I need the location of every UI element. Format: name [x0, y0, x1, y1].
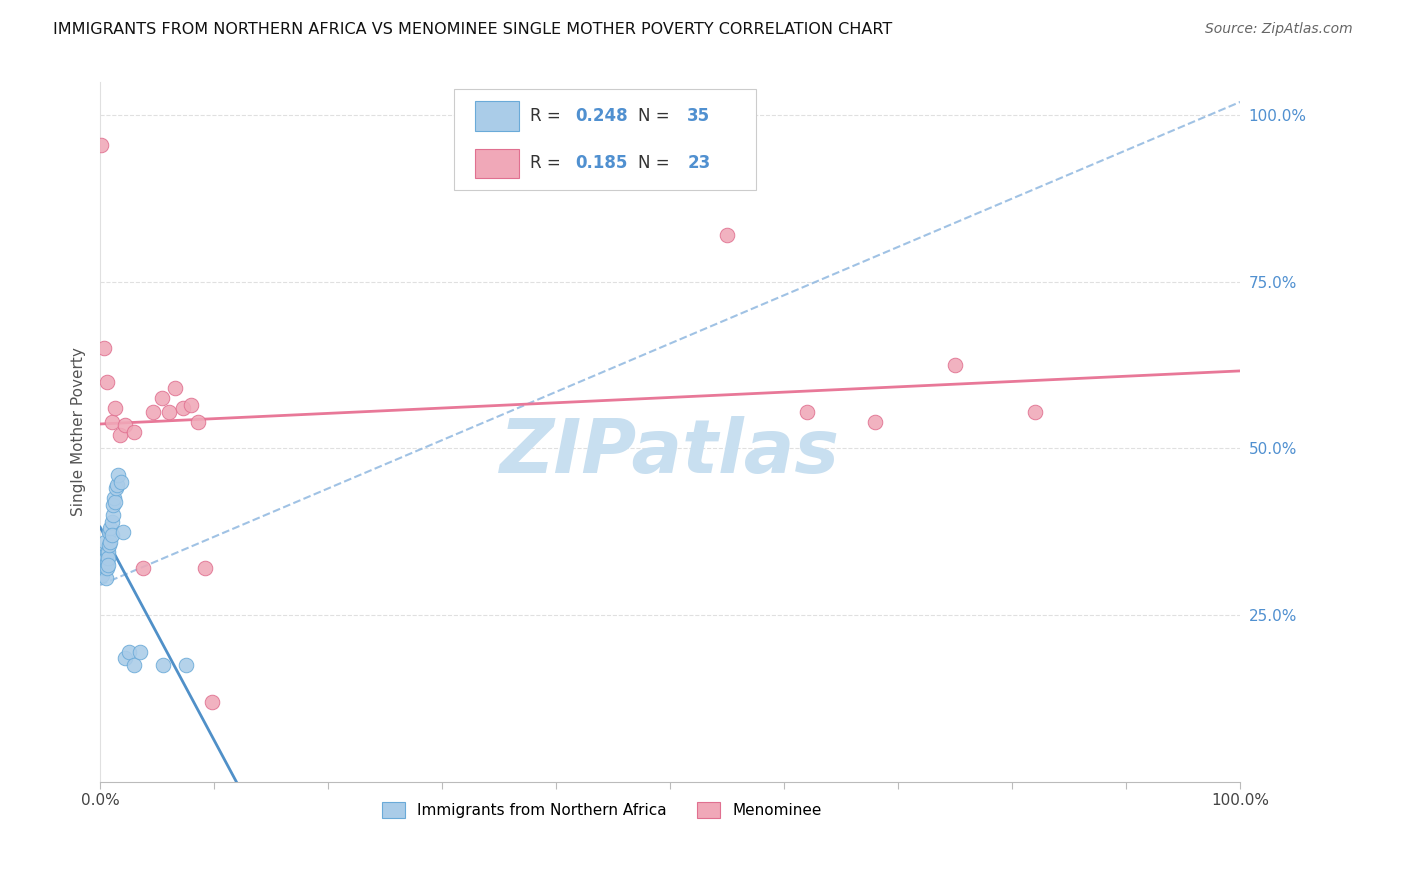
Point: [165, 381, 187, 395]
Text: Source: ZipAtlas.com: Source: ZipAtlas.com: [1205, 22, 1353, 37]
Point: [93, 342, 115, 356]
FancyBboxPatch shape: [475, 149, 519, 178]
Legend: Immigrants from Northern Africa, Menominee: Immigrants from Northern Africa, Menomin…: [375, 796, 828, 824]
FancyBboxPatch shape: [475, 102, 519, 131]
Point: [97, 545, 120, 559]
Point: [100, 528, 122, 542]
Point: [94, 551, 117, 566]
Text: IMMIGRANTS FROM NORTHERN AFRICA VS MENOMINEE SINGLE MOTHER POVERTY CORRELATION C: IMMIGRANTS FROM NORTHERN AFRICA VS MENOM…: [53, 22, 893, 37]
Point: [114, 651, 136, 665]
Point: [157, 405, 180, 419]
Point: [108, 428, 131, 442]
Point: [110, 475, 132, 489]
Text: 0.185: 0.185: [575, 154, 628, 172]
Text: N =: N =: [638, 154, 675, 172]
Point: [93, 561, 115, 575]
Text: 35: 35: [688, 107, 710, 125]
Point: [943, 358, 966, 372]
Point: [101, 508, 124, 522]
Point: [796, 405, 818, 419]
Point: [716, 228, 738, 243]
Point: [94, 571, 117, 585]
Point: [114, 418, 136, 433]
Point: [142, 405, 165, 419]
Point: [129, 645, 152, 659]
Point: [93, 548, 115, 562]
Point: [201, 695, 224, 709]
Text: 23: 23: [688, 154, 710, 172]
Point: [101, 498, 124, 512]
Point: [104, 495, 127, 509]
Point: [105, 482, 128, 496]
Point: [94, 561, 117, 575]
Text: N =: N =: [638, 107, 675, 125]
Point: [132, 561, 155, 575]
FancyBboxPatch shape: [454, 89, 756, 190]
Point: [100, 534, 122, 549]
Point: [93, 555, 115, 569]
Point: [187, 415, 209, 429]
Point: [103, 491, 125, 506]
Point: [97, 551, 120, 566]
Point: [90, 138, 112, 153]
Point: [96, 545, 118, 559]
Point: [100, 521, 122, 535]
Point: [172, 401, 194, 416]
Point: [111, 524, 134, 539]
Point: [1024, 405, 1046, 419]
Point: [150, 392, 173, 406]
Point: [98, 524, 121, 539]
Point: [107, 468, 129, 483]
Y-axis label: Single Mother Poverty: Single Mother Poverty: [72, 347, 86, 516]
Point: [180, 398, 202, 412]
Point: [174, 658, 197, 673]
Text: R =: R =: [530, 107, 567, 125]
Text: 0.248: 0.248: [575, 107, 628, 125]
Point: [100, 415, 122, 429]
Point: [865, 415, 887, 429]
Point: [104, 401, 127, 416]
Point: [98, 538, 121, 552]
Point: [100, 515, 122, 529]
Point: [93, 534, 115, 549]
Point: [124, 425, 146, 439]
Text: R =: R =: [530, 154, 567, 172]
Text: ZIPatlas: ZIPatlas: [501, 417, 841, 490]
Point: [117, 645, 139, 659]
Point: [96, 375, 118, 389]
Point: [91, 568, 114, 582]
Point: [96, 555, 118, 569]
Point: [194, 561, 217, 575]
Point: [97, 558, 120, 572]
Point: [96, 561, 118, 575]
Point: [124, 658, 146, 673]
Point: [152, 658, 174, 673]
Point: [105, 478, 128, 492]
